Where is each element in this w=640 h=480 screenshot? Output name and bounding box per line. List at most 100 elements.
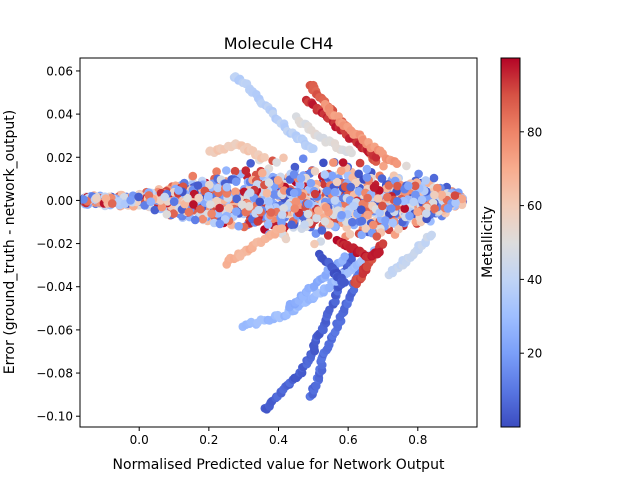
scatter-point bbox=[410, 181, 420, 191]
scatter-point bbox=[387, 204, 396, 213]
colorbar: 20 40 60 80 Metallicity bbox=[480, 57, 542, 428]
scatter-point bbox=[354, 169, 364, 179]
scatter-point bbox=[296, 173, 306, 183]
scatter-point bbox=[450, 191, 460, 200]
scatter-point bbox=[213, 183, 223, 193]
scatter-point bbox=[392, 159, 402, 168]
scatter-point bbox=[322, 186, 332, 196]
scatter-point bbox=[375, 208, 385, 217]
scatter-point bbox=[399, 196, 408, 206]
x-tick-label: 0.8 bbox=[408, 433, 427, 447]
scatter-point bbox=[290, 204, 300, 213]
scatter-point bbox=[194, 193, 203, 203]
scatter-point bbox=[394, 224, 403, 234]
scatter-point bbox=[347, 148, 356, 158]
scatter-point bbox=[126, 196, 135, 205]
scatter-point bbox=[146, 197, 156, 206]
colorbar-gradient bbox=[500, 57, 521, 428]
y-tick-label: 0.06 bbox=[46, 64, 73, 78]
x-tick-label: 0.6 bbox=[339, 433, 358, 447]
y-tick-label: −0.04 bbox=[36, 280, 73, 294]
scatter-point bbox=[451, 198, 460, 207]
scatter-point bbox=[184, 207, 194, 217]
scatter-point bbox=[373, 194, 383, 203]
scatter-point bbox=[190, 215, 200, 225]
scatter-point bbox=[433, 183, 442, 193]
colorbar-tick-label: 40 bbox=[527, 273, 542, 287]
colorbar-tick-label: 60 bbox=[527, 199, 542, 213]
scatter-point bbox=[378, 239, 388, 248]
scatter-point bbox=[204, 191, 213, 201]
scatter-point bbox=[231, 177, 241, 186]
scatter-point bbox=[291, 197, 301, 206]
scatter-point bbox=[327, 171, 337, 180]
colorbar-tick-label: 80 bbox=[527, 125, 542, 139]
scatter-point bbox=[215, 203, 224, 213]
scatter-point bbox=[330, 196, 340, 205]
scatter-point bbox=[254, 205, 263, 215]
scatter-point bbox=[372, 232, 382, 241]
scatter-point bbox=[212, 196, 221, 206]
scatter-point bbox=[312, 213, 321, 223]
scatter-point bbox=[310, 167, 320, 176]
scatter-point bbox=[298, 154, 308, 163]
scatter-point bbox=[429, 173, 439, 183]
scatter-point bbox=[206, 200, 215, 209]
scatter-point bbox=[437, 190, 447, 200]
scatter-point bbox=[160, 192, 169, 202]
y-tick-label: −0.10 bbox=[36, 410, 73, 424]
scatter-point bbox=[232, 194, 241, 204]
scatter-point bbox=[340, 252, 350, 261]
scatter-point bbox=[404, 181, 413, 191]
scatter-point bbox=[357, 230, 367, 240]
scatter-point bbox=[193, 181, 203, 190]
scatter-point bbox=[272, 158, 281, 167]
scatter-point bbox=[381, 216, 390, 225]
scatter-point bbox=[346, 182, 356, 192]
scatter-point bbox=[306, 178, 316, 188]
scatter-point bbox=[345, 229, 355, 239]
scatter-point bbox=[329, 158, 338, 167]
scatter-point bbox=[402, 161, 411, 171]
scatter-point bbox=[421, 176, 431, 185]
scatter-point bbox=[295, 180, 305, 190]
scatter-point bbox=[337, 210, 346, 220]
scatter-point bbox=[266, 208, 276, 217]
scatter-point bbox=[357, 205, 366, 214]
scatter-point bbox=[134, 192, 143, 202]
scatter-point bbox=[107, 199, 117, 208]
scatter-point bbox=[287, 220, 296, 229]
x-tick-label: 0.4 bbox=[269, 433, 288, 447]
scatter-point bbox=[363, 193, 372, 203]
scatter-point bbox=[237, 200, 247, 209]
scatter-point bbox=[361, 224, 371, 233]
scatter-point bbox=[231, 187, 240, 196]
scatter-point bbox=[330, 187, 340, 197]
scatter-point bbox=[427, 230, 437, 240]
scatter-point bbox=[417, 195, 427, 205]
scatter-point bbox=[340, 278, 350, 287]
colorbar-label: Metallicity bbox=[480, 206, 496, 278]
scatter-point bbox=[355, 158, 365, 168]
scatter-point bbox=[371, 153, 381, 162]
scatter-point bbox=[207, 209, 216, 218]
scatter-point bbox=[246, 159, 255, 168]
scatter-point bbox=[189, 200, 198, 209]
scatter-point bbox=[319, 158, 328, 168]
scatter-point bbox=[303, 209, 313, 219]
scatter-point bbox=[263, 220, 273, 229]
scatter-point bbox=[430, 204, 439, 213]
scatter-point bbox=[279, 204, 289, 213]
scatter-point bbox=[300, 220, 309, 229]
scatter-point bbox=[321, 203, 331, 212]
scatter-point bbox=[393, 181, 402, 191]
scatter-point bbox=[422, 209, 431, 218]
scatter-point bbox=[215, 219, 225, 229]
scatter-point bbox=[430, 190, 439, 200]
scatter-point bbox=[309, 144, 318, 153]
scatter-point bbox=[80, 195, 88, 204]
y-tick-label: −0.08 bbox=[36, 367, 73, 381]
scatter-point bbox=[205, 180, 214, 190]
colorbar-tick-label: 20 bbox=[527, 347, 542, 361]
scatter-point bbox=[198, 214, 208, 224]
